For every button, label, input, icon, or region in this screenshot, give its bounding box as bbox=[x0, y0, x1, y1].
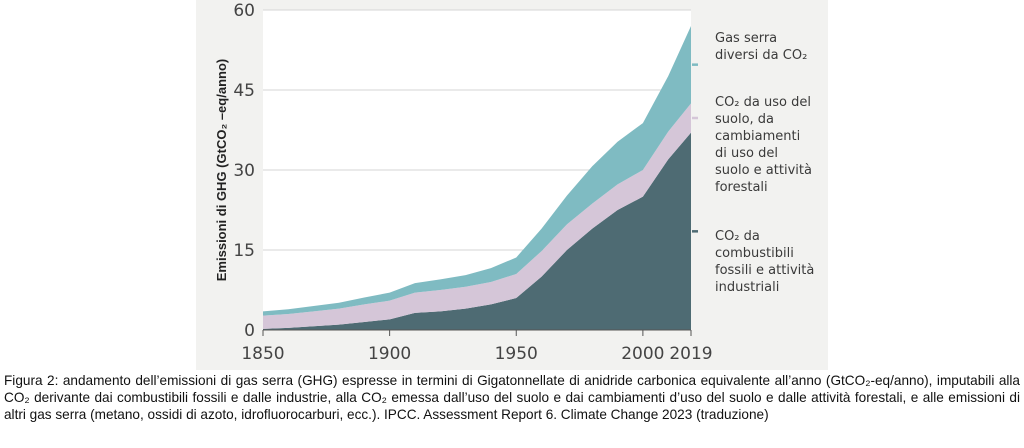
legend-line: suolo, da bbox=[715, 112, 775, 127]
y-tick-label: 60 bbox=[233, 1, 255, 21]
x-tick-label: 1850 bbox=[241, 344, 284, 364]
y-tick-label: 15 bbox=[233, 241, 255, 261]
legend-non-co2: Gas serra diversi da CO₂ bbox=[715, 30, 825, 64]
legend-line: industriali bbox=[715, 280, 780, 295]
legend-line: CO₂ da bbox=[715, 229, 760, 244]
y-tick-label: 0 bbox=[244, 321, 255, 341]
legend-fossil: CO₂ da combustibili fossili e attività i… bbox=[715, 228, 825, 296]
legend-line: suolo e attività bbox=[715, 163, 812, 178]
legend-line: combustibili bbox=[715, 246, 794, 261]
stacked-area-chart: 0 15 30 45 60 1850 1900 1950 2000 2019 Emissioni d… bbox=[214, 1, 713, 364]
x-tick-label: 1950 bbox=[495, 344, 538, 364]
legend-line: diversi da CO₂ bbox=[715, 48, 808, 63]
legend-line: Gas serra bbox=[715, 31, 778, 46]
area-series-1 bbox=[263, 132, 691, 330]
area-series-3 bbox=[263, 26, 691, 316]
legend-land-use: CO₂ da uso del suolo, da cambiamenti di … bbox=[715, 94, 825, 196]
y-tick-label: 30 bbox=[233, 161, 255, 181]
x-tick-label: 2019 bbox=[669, 344, 712, 364]
legend-line: fossili e attività bbox=[715, 263, 815, 278]
area-series-2 bbox=[263, 103, 691, 329]
legend-line: forestali bbox=[715, 180, 768, 195]
y-axis-label: Emissioni di GHG (GtCO₂ –eq/anno) bbox=[214, 59, 229, 281]
legend-line: cambiamenti bbox=[715, 129, 801, 144]
legend-line: di uso del bbox=[715, 146, 778, 161]
figure-panel: 0 15 30 45 60 1850 1900 1950 2000 2019 Emissioni d… bbox=[196, 0, 828, 370]
y-tick-label: 45 bbox=[233, 81, 255, 101]
x-tick-label: 2000 bbox=[621, 344, 664, 364]
x-tick-label: 1900 bbox=[368, 344, 411, 364]
legend-line: CO₂ da uso del bbox=[715, 95, 811, 110]
figure-caption: Figura 2: andamento dell’emissioni di ga… bbox=[4, 373, 1020, 422]
